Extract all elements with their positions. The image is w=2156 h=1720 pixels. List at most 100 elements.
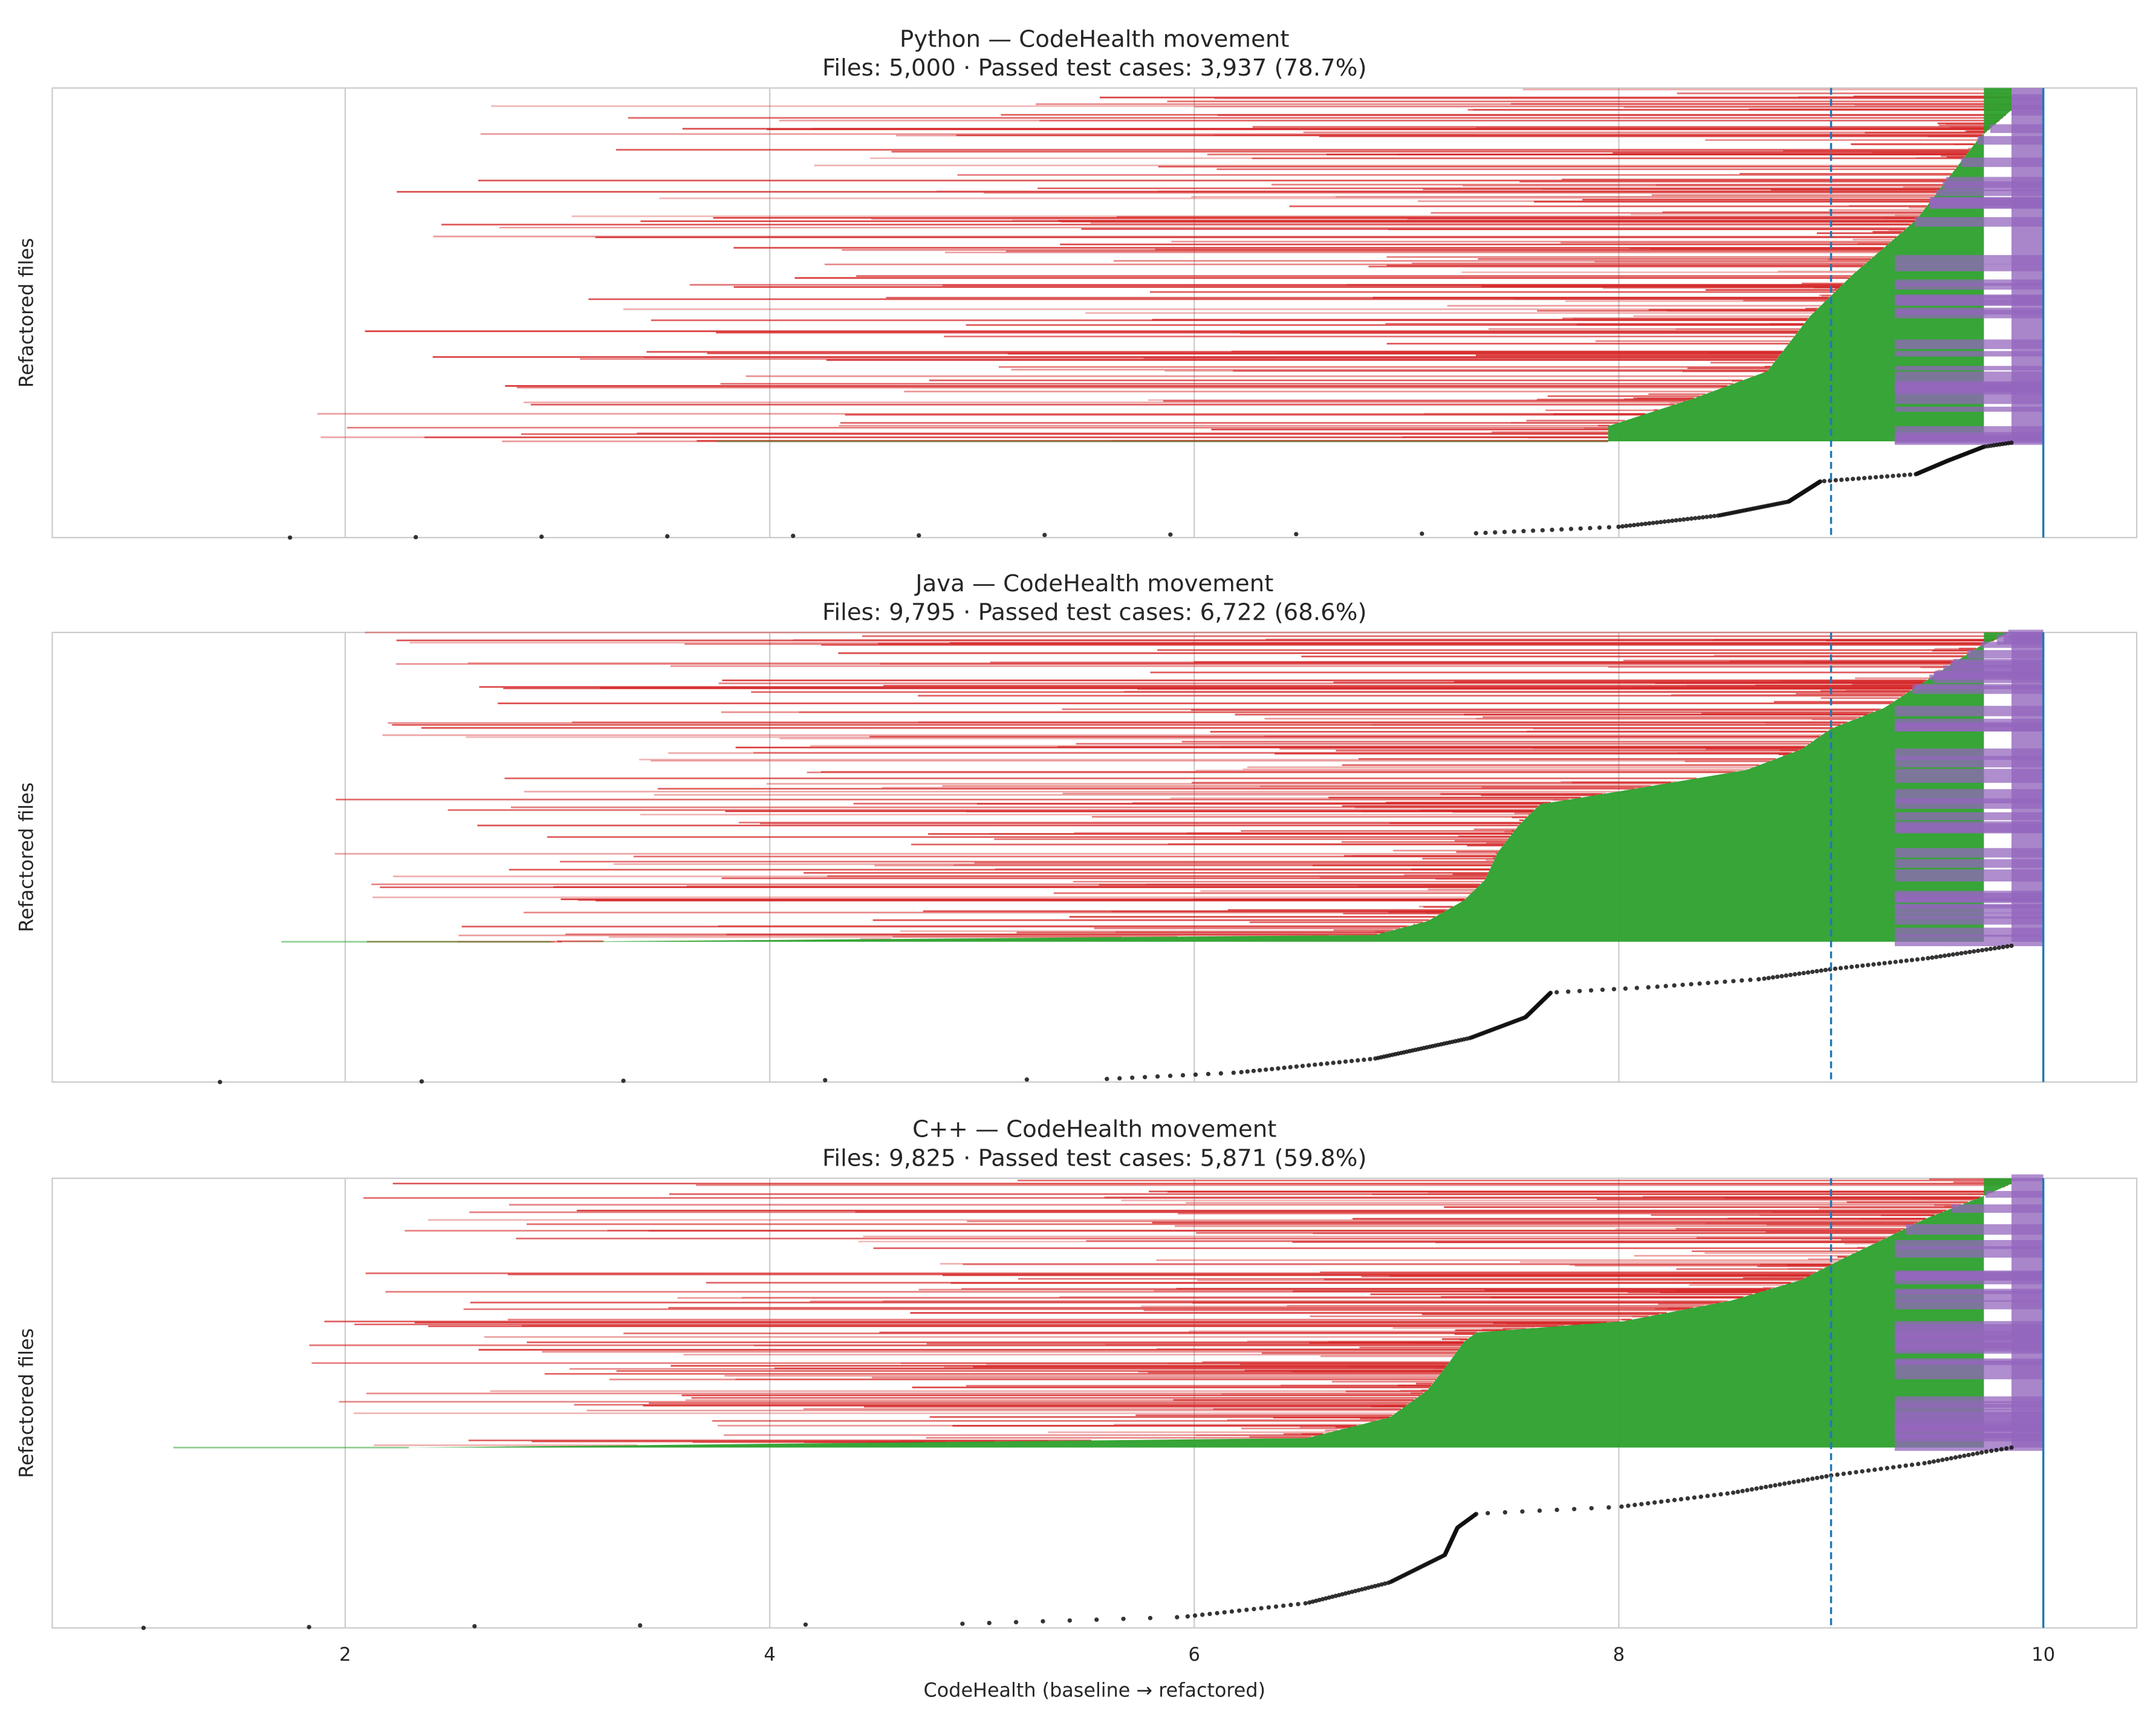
- baseline-dot: [1647, 521, 1652, 526]
- baseline-dot: [1244, 1608, 1249, 1612]
- baseline-dot: [1749, 1487, 1755, 1492]
- baseline-dot: [960, 1621, 965, 1626]
- baseline-dot: [1754, 1486, 1759, 1491]
- baseline-dot: [1646, 1501, 1651, 1506]
- maxed-segment: [1894, 904, 2044, 914]
- baseline-dot: [987, 1620, 992, 1626]
- baseline-dot: [1689, 982, 1693, 987]
- maxed-segment: [1894, 777, 2044, 783]
- baseline-dot: [1651, 521, 1655, 525]
- baseline-dot: [1944, 1456, 1949, 1462]
- maxed-segment: [1894, 1412, 2044, 1421]
- baseline-dot: [1566, 989, 1571, 994]
- baseline-dot: [1885, 1465, 1889, 1470]
- maxed-segment: [2011, 94, 2044, 100]
- baseline-dot: [1168, 532, 1173, 537]
- maxed-segment: [1894, 1409, 2044, 1414]
- maxed-segment: [1894, 1401, 2044, 1408]
- maxed-segment: [1894, 1360, 2044, 1369]
- baseline-dot: [1698, 1494, 1703, 1499]
- baseline-dot: [1313, 1062, 1317, 1067]
- baseline-dot: [1909, 1462, 1915, 1467]
- baseline-dot: [1635, 522, 1640, 527]
- baseline-dot: [1931, 1459, 1937, 1464]
- baseline-dot: [2009, 943, 2014, 949]
- baseline-dot: [1992, 946, 1997, 951]
- maxed-segment: [1894, 812, 2044, 820]
- panel-title: Java — CodeHealth movement: [914, 570, 1273, 597]
- baseline-dot: [1666, 519, 1671, 524]
- baseline-dot: [1712, 513, 1717, 519]
- baseline-dot: [1236, 1608, 1242, 1613]
- baseline-dot: [1282, 1065, 1287, 1070]
- baseline-dot: [1325, 1061, 1330, 1066]
- baseline-dot: [1770, 975, 1776, 980]
- baseline-dot: [1860, 1469, 1865, 1474]
- y-axis-label: Refactored files: [15, 1328, 38, 1478]
- baseline-dot: [1854, 1470, 1859, 1475]
- maxed-segment: [2011, 1174, 2044, 1181]
- maxed-segment: [1894, 722, 2044, 732]
- baseline-dot: [1663, 984, 1668, 988]
- baseline-dot: [1632, 522, 1637, 528]
- baseline-dot: [1206, 1071, 1211, 1077]
- baseline-dot: [1185, 1614, 1190, 1619]
- maxed-segment: [1946, 177, 2044, 188]
- baseline-dot: [2009, 440, 2014, 445]
- baseline-dot: [1926, 956, 1930, 961]
- maxed-segment: [1894, 366, 2044, 371]
- baseline-dot: [1915, 957, 1920, 962]
- baseline-dot: [1938, 954, 1943, 959]
- baseline-dot: [1548, 990, 1553, 995]
- baseline-dot: [1041, 1619, 1045, 1624]
- baseline-dot: [1589, 1506, 1594, 1511]
- maxed-segment: [1967, 650, 2044, 659]
- baseline-dot: [2004, 1446, 2009, 1451]
- maxed-segment: [1894, 1271, 2044, 1281]
- baseline-dot: [1879, 474, 1884, 479]
- baseline-dot: [1689, 516, 1694, 521]
- baseline-dot: [1658, 519, 1663, 525]
- x-tick-label: 6: [1189, 1644, 1201, 1666]
- baseline-dot: [1362, 1057, 1366, 1062]
- baseline-dot: [1473, 531, 1479, 536]
- baseline-dot: [1868, 475, 1872, 480]
- maxed-segment: [1894, 1432, 2044, 1442]
- y-axis-label: Refactored files: [15, 238, 38, 388]
- baseline-dot: [1337, 1060, 1342, 1065]
- baseline-dot: [1239, 1069, 1244, 1075]
- baseline-dot: [1273, 1604, 1279, 1609]
- baseline-dot: [1779, 974, 1784, 979]
- baseline-dot: [1251, 1068, 1256, 1073]
- baseline-dot: [1898, 959, 1903, 964]
- baseline-dot: [1849, 964, 1854, 969]
- baseline-dot: [1577, 988, 1582, 993]
- maxed-segment: [2011, 98, 2044, 108]
- baseline-dot: [1697, 515, 1701, 521]
- baseline-dot: [1762, 976, 1767, 981]
- baseline-dot: [1955, 952, 1960, 956]
- baseline-dot: [1796, 1479, 1801, 1484]
- baseline-dot: [1904, 958, 1909, 963]
- baseline-dot: [1756, 977, 1761, 982]
- maxed-segment: [1894, 848, 2044, 858]
- maxed-segment: [1990, 124, 2044, 133]
- baseline-dot: [1296, 1602, 1300, 1606]
- maxed-segment: [1894, 1240, 2044, 1250]
- baseline-dot: [1597, 525, 1602, 530]
- maxed-segment: [1894, 706, 2044, 716]
- baseline-dot: [1784, 973, 1788, 978]
- maxed-segment: [1894, 898, 2044, 903]
- maxed-segment: [1894, 917, 2044, 925]
- baseline-dot: [823, 1078, 828, 1083]
- x-tick-label: 10: [2031, 1644, 2055, 1666]
- maxed-segment: [1894, 748, 2044, 760]
- baseline-dot: [1554, 990, 1559, 995]
- baseline-dot: [1616, 524, 1621, 530]
- baseline-dot: [1483, 530, 1488, 535]
- x-axis-label: CodeHealth (baseline → refactored): [924, 1678, 1265, 1701]
- baseline-dot: [1893, 959, 1898, 964]
- baseline-dot: [1902, 473, 1907, 478]
- y-axis-label: Refactored files: [15, 782, 38, 932]
- baseline-dot: [1833, 966, 1838, 971]
